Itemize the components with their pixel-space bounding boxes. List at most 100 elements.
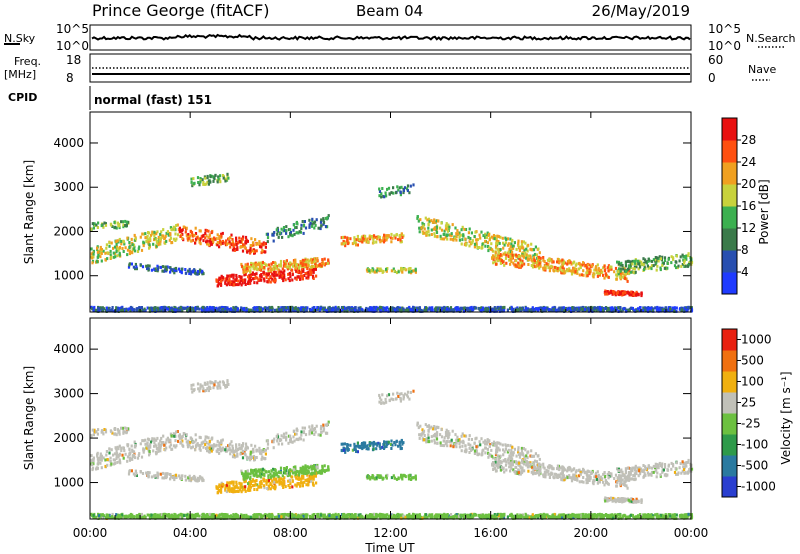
power-cell [356, 234, 359, 238]
power-cell [263, 262, 266, 265]
velocity-cell [443, 436, 446, 440]
velocity-cell [254, 471, 257, 474]
velocity-cell [272, 474, 275, 478]
power-cell [213, 177, 216, 181]
velocity-cell [197, 443, 200, 447]
velocity-cell [303, 480, 306, 484]
power-cell [334, 309, 337, 313]
velocity-cell [256, 448, 259, 452]
power-cell [652, 264, 655, 268]
power-cell [616, 274, 619, 278]
power-cell [448, 225, 451, 229]
velocity-cell [166, 436, 169, 440]
power-cell [159, 237, 162, 241]
power-cell [263, 306, 266, 310]
power-cell [212, 239, 215, 243]
power-cell [138, 306, 141, 309]
velocity-cell [457, 438, 460, 442]
power-cell [516, 265, 519, 269]
power-cell [263, 279, 266, 283]
power-cell [504, 241, 507, 245]
power-cell [690, 309, 693, 313]
velocity-cell [386, 473, 389, 477]
power-cell [487, 249, 490, 253]
power-cell [270, 308, 273, 312]
power-cell [133, 309, 136, 313]
power-cell [497, 253, 500, 257]
power-cell [299, 263, 302, 267]
power-cell [312, 265, 315, 268]
power-cell [173, 308, 176, 312]
velocity-cell [255, 473, 258, 477]
power-cell [258, 308, 261, 312]
power-cell [634, 270, 637, 274]
power-cell [313, 226, 316, 230]
power-cell [442, 307, 445, 311]
power-cell [412, 306, 415, 310]
power-cell [206, 239, 209, 243]
velocity-cell [225, 449, 228, 453]
power-cell [181, 232, 184, 236]
power-cell [654, 258, 657, 262]
power-cell [204, 228, 207, 232]
power-cell [138, 309, 141, 313]
velocity-cell [311, 475, 314, 479]
velocity-cell [250, 443, 253, 447]
power-cell [194, 241, 197, 245]
power-cell [645, 306, 648, 310]
velocity-cell [407, 474, 410, 478]
velocity-cell [141, 439, 144, 443]
power-cell [688, 306, 691, 310]
power-cell [635, 262, 638, 266]
power-cell [311, 260, 314, 264]
power-cell [529, 247, 532, 251]
power-cell [628, 272, 631, 276]
power-cell [160, 230, 163, 234]
velocity-cell [277, 475, 280, 479]
power-cell [281, 267, 284, 271]
power-cell [168, 238, 171, 242]
velocity-cell [252, 484, 255, 488]
velocity-cell [263, 468, 266, 472]
velocity-cell [287, 479, 290, 483]
power-cell [289, 275, 292, 279]
power-cell [388, 307, 391, 311]
power-cell [285, 308, 288, 312]
power-cell [135, 265, 138, 269]
power-cell [263, 272, 266, 276]
velocity-cell [212, 386, 215, 390]
power-cell [633, 309, 636, 313]
power-cell [304, 226, 308, 230]
power-cell [121, 247, 124, 250]
power-cell [314, 267, 317, 271]
power-cell [543, 260, 546, 263]
velocity-cell [257, 485, 260, 489]
power-cell [667, 257, 670, 261]
power-cell [251, 309, 254, 313]
power-cell [562, 267, 565, 271]
power-cell [498, 256, 501, 260]
power-cell [638, 262, 641, 266]
power-cell [388, 192, 391, 196]
velocity-cell [218, 485, 221, 488]
power-cell [497, 307, 500, 311]
power-cell [614, 307, 617, 311]
velocity-cell [231, 480, 234, 484]
velocity-cell [525, 460, 528, 463]
power-cell [267, 308, 270, 312]
power-cell [647, 306, 650, 310]
power-cell [277, 268, 280, 272]
power-cell [435, 231, 439, 234]
power-cell [260, 278, 263, 282]
power-cell [586, 268, 589, 272]
power-cell [265, 274, 268, 278]
power-cell [206, 242, 209, 246]
power-cell [569, 307, 572, 310]
power-cell [145, 240, 148, 244]
power-cell [596, 274, 599, 278]
power-cell [677, 264, 680, 268]
power-cell [240, 264, 244, 268]
power-cell [269, 269, 273, 272]
power-cell [542, 268, 545, 272]
power-cell [171, 241, 174, 244]
